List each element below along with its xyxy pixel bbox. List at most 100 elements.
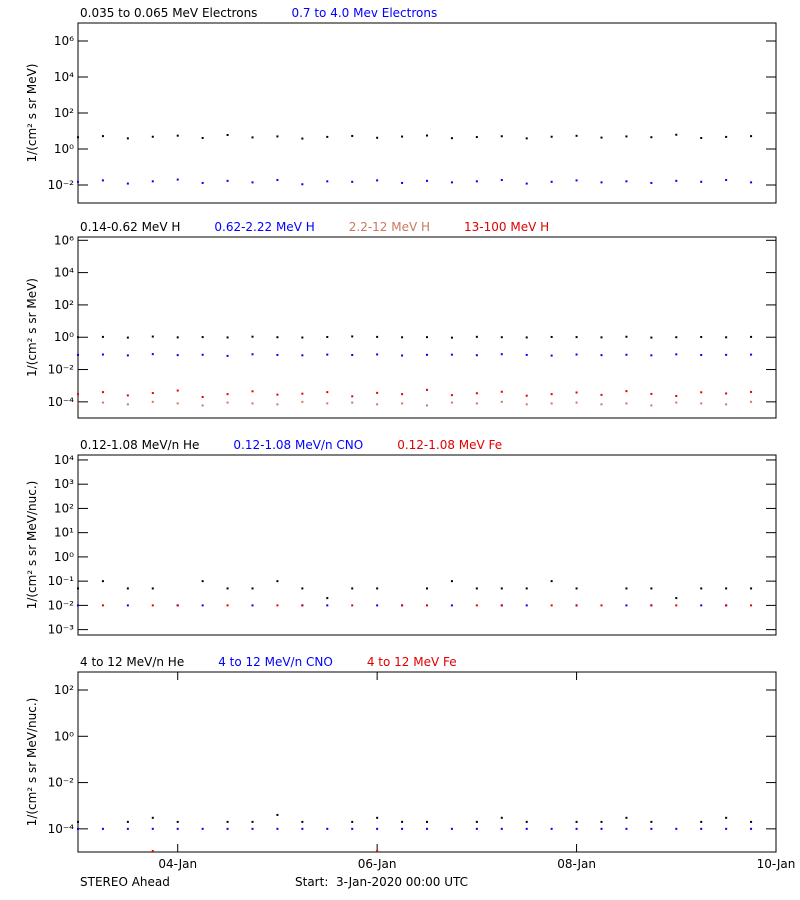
data-point — [475, 587, 478, 590]
data-point — [700, 604, 703, 607]
data-point — [700, 587, 703, 590]
data-point — [725, 353, 728, 356]
data-point — [600, 181, 603, 184]
data-point — [351, 180, 354, 183]
data-point — [151, 816, 154, 819]
data-point — [600, 354, 603, 357]
data-point — [201, 404, 204, 407]
data-point — [151, 392, 154, 395]
y-tick-label: 10⁴ — [54, 266, 74, 280]
data-point — [450, 604, 453, 607]
data-point — [600, 403, 603, 406]
data-point — [301, 604, 304, 607]
y-tick-label: 10⁻¹ — [48, 574, 75, 588]
data-point — [376, 136, 379, 139]
data-point — [525, 137, 528, 140]
data-point — [77, 136, 79, 139]
data-point — [650, 392, 653, 395]
data-point — [625, 587, 628, 590]
data-point — [500, 178, 503, 181]
data-point — [750, 353, 753, 356]
data-point — [600, 820, 603, 823]
data-point — [725, 403, 728, 406]
plot-frame — [77, 671, 777, 853]
data-point — [351, 401, 354, 404]
legend-entry: 4 to 12 MeV Fe — [367, 655, 457, 669]
data-point — [475, 827, 478, 830]
data-point — [251, 820, 254, 823]
data-point — [126, 604, 129, 607]
data-point — [326, 597, 329, 600]
data-point — [625, 335, 628, 338]
data-point — [575, 353, 578, 356]
data-point — [426, 604, 428, 607]
data-point — [301, 587, 304, 590]
data-point — [750, 827, 753, 830]
data-point — [575, 179, 578, 182]
data-point — [77, 587, 79, 590]
y-tick-label: 10² — [54, 106, 74, 120]
data-point — [376, 816, 379, 819]
data-point — [226, 604, 229, 607]
data-point — [625, 353, 628, 356]
data-point — [725, 827, 728, 830]
data-point — [426, 134, 428, 137]
data-point — [700, 136, 703, 139]
data-point — [176, 604, 179, 607]
data-point — [575, 604, 578, 607]
legend-entry: 2.2-12 MeV H — [349, 220, 430, 234]
data-point — [700, 820, 703, 823]
y-tick-label: 10⁻⁴ — [48, 395, 75, 409]
data-point — [550, 827, 553, 830]
data-point — [725, 392, 728, 395]
data-point — [251, 353, 254, 356]
data-point — [550, 354, 553, 357]
data-point — [251, 827, 254, 830]
y-axis-label: 1/(cm² s sr MeV) — [25, 64, 39, 163]
y-axis-label: 1/(cm² s sr MeV/nuc.) — [25, 698, 39, 827]
data-point — [126, 182, 129, 185]
data-point — [625, 604, 628, 607]
data-point — [351, 587, 354, 590]
data-point — [600, 393, 603, 396]
data-point — [426, 336, 428, 339]
data-point — [725, 336, 728, 339]
data-point — [475, 354, 478, 357]
data-point — [176, 354, 179, 357]
data-point — [675, 353, 678, 356]
data-point — [450, 580, 453, 583]
data-point — [226, 587, 229, 590]
data-point — [176, 178, 179, 181]
data-point — [226, 336, 229, 339]
data-point — [625, 390, 628, 393]
data-point — [77, 604, 79, 607]
data-point — [700, 827, 703, 830]
data-point — [475, 402, 478, 405]
y-tick-label: 10⁻² — [48, 598, 75, 612]
data-point — [77, 180, 79, 183]
data-point — [101, 391, 104, 394]
data-point — [126, 336, 129, 339]
data-point — [151, 604, 154, 607]
data-point — [600, 136, 603, 139]
data-point — [401, 827, 404, 830]
data-point — [77, 353, 79, 356]
data-point — [401, 181, 404, 184]
data-point — [525, 587, 528, 590]
data-point — [251, 136, 254, 139]
x-tick-label: 08-Jan — [557, 857, 596, 871]
data-point — [201, 604, 204, 607]
data-point — [351, 134, 354, 137]
data-point — [401, 336, 404, 339]
data-point — [351, 604, 354, 607]
data-point — [550, 604, 553, 607]
data-point — [251, 181, 254, 184]
data-point — [151, 827, 154, 830]
data-point — [426, 587, 428, 590]
data-point — [101, 353, 104, 356]
data-point — [650, 354, 653, 357]
data-point — [376, 179, 379, 182]
data-point — [675, 179, 678, 182]
data-point — [376, 604, 379, 607]
x-tick-label: 04-Jan — [158, 857, 197, 871]
